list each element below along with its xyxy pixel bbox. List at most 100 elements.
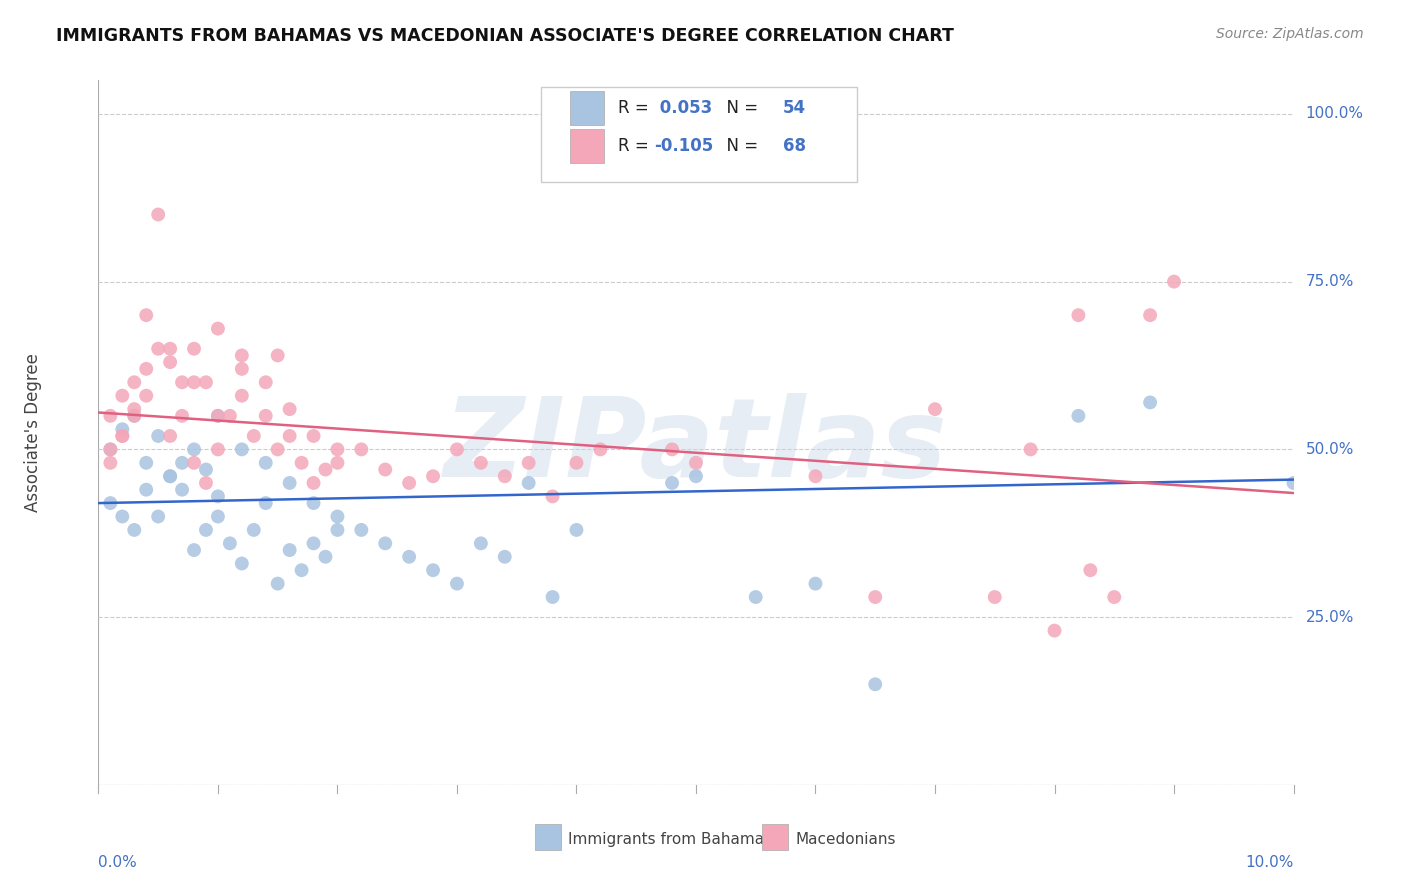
Point (302, 536, 325, 550)
Point (207, 409, 229, 423)
Point (135, 362, 157, 376)
Point (685, 469, 707, 483)
Point (326, 442, 349, 457)
Point (207, 321, 229, 335)
Point (231, 442, 253, 457)
Point (589, 442, 612, 457)
Point (350, 442, 373, 457)
Text: 0.0%: 0.0% (98, 855, 138, 871)
Point (278, 543, 301, 558)
Point (135, 308, 157, 322)
Point (219, 536, 242, 550)
Point (745, 590, 768, 604)
Point (291, 563, 314, 577)
Point (1104, 590, 1126, 604)
Point (148, 342, 170, 356)
Point (124, 409, 146, 423)
Point (111, 509, 134, 524)
Text: Immigrants from Bahamas: Immigrants from Bahamas (568, 831, 772, 847)
Text: 25.0%: 25.0% (1306, 609, 1354, 624)
Point (172, 376, 194, 390)
Point (446, 576, 468, 591)
Point (135, 456, 157, 470)
Point (541, 590, 564, 604)
Point (159, 355, 181, 369)
Point (326, 509, 349, 524)
Point (135, 389, 157, 403)
Point (231, 348, 253, 362)
Point (195, 376, 218, 390)
Point (231, 557, 253, 571)
Point (111, 389, 134, 403)
Text: Associate's Degree: Associate's Degree (24, 353, 42, 512)
Text: 54: 54 (783, 99, 806, 117)
Point (124, 523, 146, 537)
Point (494, 469, 516, 483)
Point (278, 475, 301, 490)
Point (98, 409, 122, 423)
Text: 50.0%: 50.0% (1306, 442, 1354, 457)
Point (302, 475, 325, 490)
Point (446, 442, 468, 457)
Point (661, 442, 683, 457)
FancyBboxPatch shape (571, 91, 605, 125)
Text: 75.0%: 75.0% (1306, 274, 1354, 289)
Point (231, 389, 253, 403)
Text: N =: N = (716, 137, 763, 155)
Text: 0.053: 0.053 (654, 99, 713, 117)
Point (565, 456, 588, 470)
Text: 10.0%: 10.0% (1246, 855, 1294, 871)
Point (984, 590, 1007, 604)
Point (374, 462, 396, 476)
Text: IMMIGRANTS FROM BAHAMAS VS MACEDONIAN ASSOCIATE'S DEGREE CORRELATION CHART: IMMIGRANTS FROM BAHAMAS VS MACEDONIAN AS… (56, 27, 955, 45)
Point (98, 442, 122, 457)
Point (195, 462, 218, 476)
Text: Macedonians: Macedonians (796, 831, 896, 847)
Point (124, 402, 146, 417)
Point (172, 483, 194, 497)
Point (494, 549, 516, 564)
Point (302, 496, 325, 510)
Point (565, 523, 588, 537)
Point (267, 442, 290, 457)
Point (302, 429, 325, 443)
Point (315, 549, 337, 564)
Text: 68: 68 (783, 137, 806, 155)
Point (254, 456, 277, 470)
Point (804, 469, 827, 483)
Point (278, 402, 301, 417)
Point (267, 576, 290, 591)
Point (422, 563, 444, 577)
Point (1043, 624, 1066, 638)
FancyBboxPatch shape (541, 87, 858, 183)
Point (350, 523, 373, 537)
Point (541, 489, 564, 503)
Point (685, 456, 707, 470)
Point (422, 469, 444, 483)
Point (398, 549, 420, 564)
FancyBboxPatch shape (534, 823, 561, 850)
Text: -0.105: -0.105 (654, 137, 713, 155)
Point (183, 442, 205, 457)
FancyBboxPatch shape (762, 823, 787, 850)
Point (148, 429, 170, 443)
Point (159, 469, 181, 483)
Point (172, 456, 194, 470)
Point (207, 509, 229, 524)
Point (159, 429, 181, 443)
Point (148, 207, 170, 221)
Point (159, 469, 181, 483)
Point (1282, 475, 1305, 490)
Point (924, 402, 946, 417)
Text: ZIPatlas: ZIPatlas (444, 393, 948, 500)
Point (374, 536, 396, 550)
Point (1067, 308, 1090, 322)
Point (315, 462, 337, 476)
Point (1080, 563, 1102, 577)
Point (243, 523, 266, 537)
Point (326, 523, 349, 537)
Point (326, 456, 349, 470)
Text: Source: ZipAtlas.com: Source: ZipAtlas.com (1216, 27, 1364, 41)
Point (470, 536, 492, 550)
Point (98, 496, 122, 510)
